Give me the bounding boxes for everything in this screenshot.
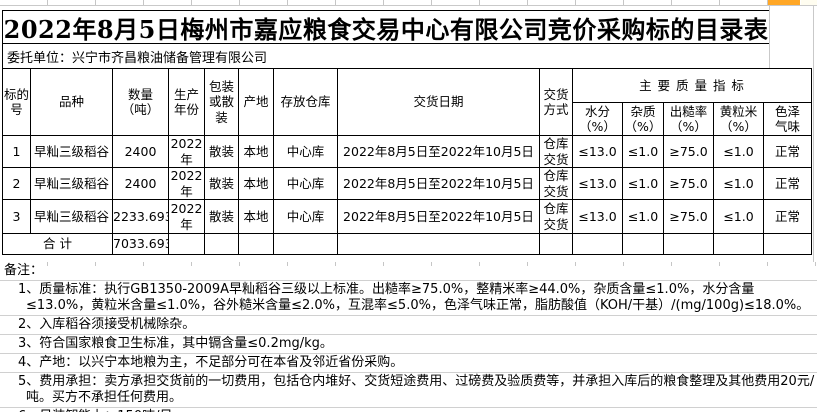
cell-packing: 散装 [204,167,239,200]
empty-cell [763,233,812,255]
cell-delivery-date: 2022年8月5日至2022年10月5日 [337,167,540,200]
cell-delivery-date: 2022年8月5日至2022年10月5日 [337,135,540,168]
client-line: 委托单位：兴宁市齐昌粮油储备管理有限公司 [2,44,773,68]
note-item: 5、费用承担：卖方承担交货前的一切费用，包括仓内堆好、交货短途费用、过磅费及验质… [0,373,817,408]
cell-delivery-date: 2022年8月5日至2022年10月5日 [337,199,540,234]
cell-delivery-method: 仓库 交货 [539,199,573,234]
empty-cell [204,233,239,255]
document-title: 2022年8月5日梅州市嘉应粮食交易中心有限公司竞价采购标的目录表 [2,10,769,44]
cell-packing: 散装 [204,199,239,234]
cell-origin: 本地 [238,135,274,168]
total-quantity: 7033.693 [112,233,169,255]
note-item: 1、质量标准：执行GB1350-2009A早籼稻谷三级以上标准。出糙率≥75.0… [0,281,817,316]
note-item: 3、符合国家粮食卫生标准，其中镉含量≤0.2mg/kg。 [0,335,817,354]
cell-delivery-method: 仓库 交货 [539,135,573,168]
grid-ticks-strip [0,262,817,266]
cell-impurity: ≤1.0 [622,135,664,168]
cell-moisture: ≤13.0 [572,135,623,168]
cell-color-odor: 正常 [763,167,812,200]
cell-origin: 本地 [238,199,274,234]
cream-cell [801,0,817,5]
col-header-yellow-grain: 黄粒米 （%） [713,102,764,136]
cell-moisture: ≤13.0 [572,167,623,200]
cell-yellow-grain: ≤1.0 [713,135,764,168]
cell-packing: 散装 [204,135,239,168]
note-item: 6、日装卸能力：150吨/日。 [0,408,817,412]
notes-section: 备注： 1、质量标准：执行GB1350-2009A早籼稻谷三级以上标准。出糙率≥… [0,263,817,412]
col-header-quality-group: 主 要 质 量 指 标 [572,68,812,103]
cell-yellow-grain: ≤1.0 [713,167,764,200]
header-row-1: 标的 号 品种 数量 （吨） 生产 年份 包装 或散 装 产地 存放仓库 交货日… [2,68,812,136]
cell-impurity: ≤1.0 [622,167,664,200]
cell-brown-rice-rate: ≥75.0 [663,167,714,200]
note-item: 4、产地：以兴宁本地粮为主，不足部分可在本省及邻近省份采购。 [0,354,817,373]
cell-warehouse: 中心库 [273,167,338,200]
table-row: 1 早籼三级稻谷 2400 2022年 散装 本地 中心库 2022年8月5日至… [2,135,812,168]
cell-impurity: ≤1.0 [622,199,664,234]
cell-target-no: 3 [2,199,31,234]
cell-year: 2022年 [168,199,205,234]
cell-quantity: 2400 [112,135,169,168]
col-header-variety: 品种 [30,68,113,136]
col-header-color-odor: 色泽 气味 [763,102,812,136]
empty-cell [273,233,338,255]
cell-variety: 早籼三级稻谷 [30,135,113,168]
col-header-year: 生产 年份 [168,68,205,136]
cell-warehouse: 中心库 [273,135,338,168]
notes-label: 备注： [0,263,817,281]
grid-line-vertical [813,6,814,262]
col-header-warehouse: 存放仓库 [273,68,338,136]
cell-brown-rice-rate: ≥75.0 [663,135,714,168]
col-header-target-no: 标的 号 [2,68,31,136]
cell-variety: 早籼三级稻谷 [30,167,113,200]
cell-quantity: 2400 [112,167,169,200]
table-row: 2 早籼三级稻谷 2400 2022年 散装 本地 中心库 2022年8月5日至… [2,167,812,200]
cell-yellow-grain: ≤1.0 [713,199,764,234]
col-header-delivery-method: 交货 方式 [539,68,573,136]
cell-year: 2022年 [168,167,205,200]
empty-cell [572,233,623,255]
cell-quantity: 2233.693 [112,199,169,234]
col-header-moisture: 水分 （%） [572,102,623,136]
col-header-origin: 产地 [238,68,274,136]
table-row: 3 早籼三级稻谷 2233.693 2022年 散装 本地 中心库 2022年8… [2,199,812,234]
cell-variety: 早籼三级稻谷 [30,199,113,234]
empty-cell [337,233,540,255]
col-header-packing: 包装 或散 装 [204,68,239,136]
col-header-brown-rice-rate: 出糙率 （%） [663,102,714,136]
col-header-delivery-date: 交货日期 [337,68,540,136]
empty-cell [168,233,205,255]
total-row: 合 计 7033.693 [2,233,812,255]
spreadsheet-top-strip [0,0,817,6]
header-row-2: 水分 （%） 杂质 （%） 出糙率 （%） 黄粒米 （%） 色泽 气味 [3,102,812,136]
empty-cell [539,233,573,255]
cell-color-odor: 正常 [763,199,812,234]
cell-warehouse: 中心库 [273,199,338,234]
catalog-table: 标的 号 品种 数量 （吨） 生产 年份 包装 或散 装 产地 存放仓库 交货日… [2,68,812,255]
cell-moisture: ≤13.0 [572,199,623,234]
col-header-impurity: 杂质 （%） [622,102,664,136]
empty-cell [238,233,274,255]
col-header-quantity: 数量 （吨） [112,68,169,136]
cell-target-no: 2 [2,167,31,200]
cell-target-no: 1 [2,135,31,168]
grid-line-vertical [769,6,770,68]
total-label: 合 计 [2,233,113,255]
empty-cell [713,233,764,255]
empty-cell [663,233,714,255]
cell-origin: 本地 [238,167,274,200]
cell-brown-rice-rate: ≥75.0 [663,199,714,234]
cell-delivery-method: 仓库 交货 [539,167,573,200]
note-item: 2、入库稻谷须接受机械除杂。 [0,316,817,335]
empty-cell [622,233,664,255]
cell-color-odor: 正常 [763,135,812,168]
cell-year: 2022年 [168,135,205,168]
highlighted-cell [768,0,800,5]
